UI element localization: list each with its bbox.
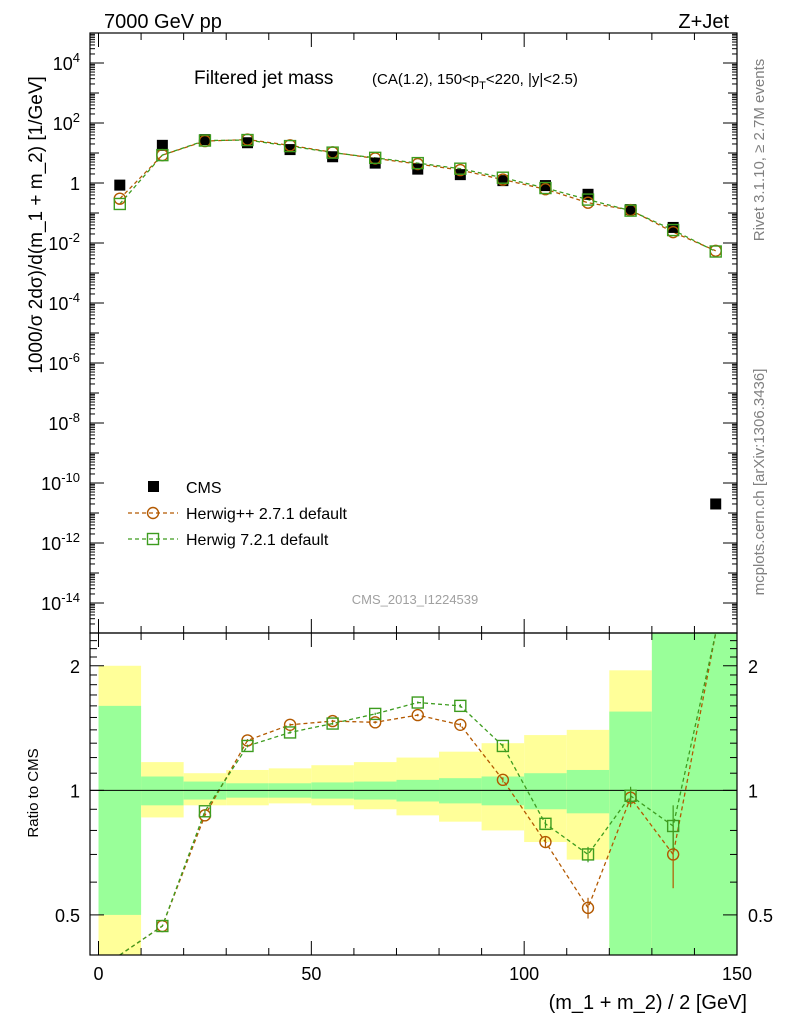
cms-data-point (667, 221, 679, 233)
ratio-herwig7-point (411, 696, 424, 709)
herwig7-point (283, 139, 297, 153)
ratio-herwigpp-point (454, 718, 467, 732)
herwig7-point (113, 197, 126, 211)
cms-data-point (539, 180, 551, 192)
herwig7-point (368, 151, 382, 165)
cms-data-point (199, 134, 211, 146)
herwig7-point (326, 146, 339, 159)
top-series-line (119, 138, 716, 252)
top-y-tick-label: 10-6 (48, 350, 80, 374)
chart-title-main: Filtered jet mass (194, 68, 333, 89)
ratio-herwigpp-point (496, 773, 510, 787)
axis-ticks (90, 32, 738, 956)
x-tick-label: 0 (94, 964, 104, 984)
top-y-tick-label: 104 (53, 50, 80, 74)
green-band-bin (609, 711, 652, 955)
herwig7-point (624, 204, 637, 217)
ratio-herwig7-point (368, 707, 382, 721)
top-y-tick-label: 10-14 (41, 590, 80, 614)
herwig7-point (241, 133, 254, 147)
ratio-herwig7-point (624, 789, 637, 803)
herwig7-point (454, 162, 467, 175)
cms-data-point (497, 175, 509, 187)
ratio-herwig7-point (198, 805, 212, 818)
ratio-y-tick-label-right: 1 (748, 781, 758, 801)
ratio-herwig7-point (581, 848, 595, 861)
legend-herwigpp-marker (146, 506, 160, 520)
top-y-tick-label: 1 (70, 174, 80, 194)
tick-labels: 104 102 1 10-2 10-4 10-6 10-8 10-10 10-12 10-14 0 5… (41, 50, 773, 984)
herwig7-point (709, 245, 722, 258)
top-y-tick-label: 102 (53, 110, 80, 134)
top-y-tick-label: 10-12 (41, 530, 80, 554)
legend-herwigpp-label: Herwig++ 2.7.1 default (186, 506, 348, 523)
top-y-tick-label: 10-10 (41, 470, 80, 494)
x-axis-label: (m_1 + m_2) / 2 [GeV] (549, 992, 747, 1014)
green-band-bin (524, 773, 567, 810)
x-tick-label: 50 (301, 964, 321, 984)
green-band-bin (651, 633, 737, 955)
ratio-plot-frame (89, 632, 738, 956)
y-axis-label: 1000/σ 2dσ)/d(m_1 + m_2) [1/GeV] (26, 76, 47, 374)
cms-data-point (114, 179, 126, 191)
ratio-y-axis-label: Ratio to CMS (25, 748, 42, 837)
ratio-y-tick-label-left: 0.5 (55, 906, 80, 926)
cms-data-point (327, 151, 339, 163)
herwig7-point (539, 181, 552, 195)
data-markers (113, 133, 722, 933)
cms-data-point (156, 139, 168, 151)
herwig7-point (581, 193, 595, 206)
header-left: 7000 GeV pp (104, 11, 222, 33)
green-band-bin (566, 769, 610, 814)
herwig7-point (666, 223, 680, 237)
herwig7-point (198, 134, 212, 147)
legend-herwig7-marker (146, 532, 160, 546)
uncertainty-bands (98, 633, 737, 955)
x-tick-label: 100 (509, 964, 539, 984)
green-band-bin (141, 776, 184, 806)
ratio-y-tick-label-right: 2 (748, 657, 758, 677)
header-right: Z+Jet (678, 11, 729, 33)
herwig7-point (496, 171, 510, 184)
ratio-herwig7-point (539, 817, 552, 831)
herwig7-point (156, 148, 169, 162)
green-band-bin (98, 705, 142, 915)
legend: CMS Herwig++ 2.7.1 default Herwig 7.2.1 … (128, 480, 348, 549)
cms-data-point (241, 137, 253, 149)
ratio-herwig7-point (326, 717, 339, 730)
ratio-herwigpp-point (539, 835, 552, 849)
top-y-tick-label: 10-8 (48, 410, 80, 434)
ratio-herwig7-point (496, 739, 510, 753)
ratio-herwig7-point (241, 739, 254, 753)
cms-data-point (284, 144, 296, 156)
chart-title-sub: (CA(1.2), 150<pT<220, |y|<2.5) (372, 71, 578, 92)
cms-data-point (625, 204, 637, 216)
ratio-herwigpp-point (283, 718, 297, 732)
ratio-herwig7-point (454, 699, 467, 713)
top-y-tick-label: 10-4 (48, 290, 80, 314)
top-series-lines (119, 138, 717, 253)
legend-herwig7-label: Herwig 7.2.1 default (186, 532, 329, 549)
legend-cms-marker (148, 481, 159, 492)
top-y-tick-label: 10-2 (48, 230, 80, 254)
ratio-y-tick-label-right: 0.5 (748, 906, 773, 926)
x-tick-label: 150 (722, 964, 752, 984)
legend-cms-label: CMS (186, 480, 222, 497)
ratio-y-tick-label-left: 2 (70, 657, 80, 677)
ratio-herwig7-point (283, 726, 297, 739)
top-series-line (119, 139, 717, 253)
ratio-herwigpp-point (368, 716, 382, 729)
analysis-watermark: CMS_2013_I1224539 (352, 592, 479, 607)
mcplots-label: mcplots.cern.ch [arXiv:1306.3436] (751, 369, 768, 596)
rivet-version-label: Rivet 3.1.10, ≥ 2.7M events (751, 59, 768, 242)
ratio-herwig7-point (666, 819, 680, 833)
ratio-herwigpp-point (411, 708, 424, 722)
herwig7-point (411, 156, 424, 170)
ratio-herwig7-point (156, 919, 169, 933)
cms-data-point (710, 498, 722, 510)
ratio-y-tick-label-left: 1 (70, 781, 80, 801)
ratio-herwigpp-point (581, 901, 595, 915)
